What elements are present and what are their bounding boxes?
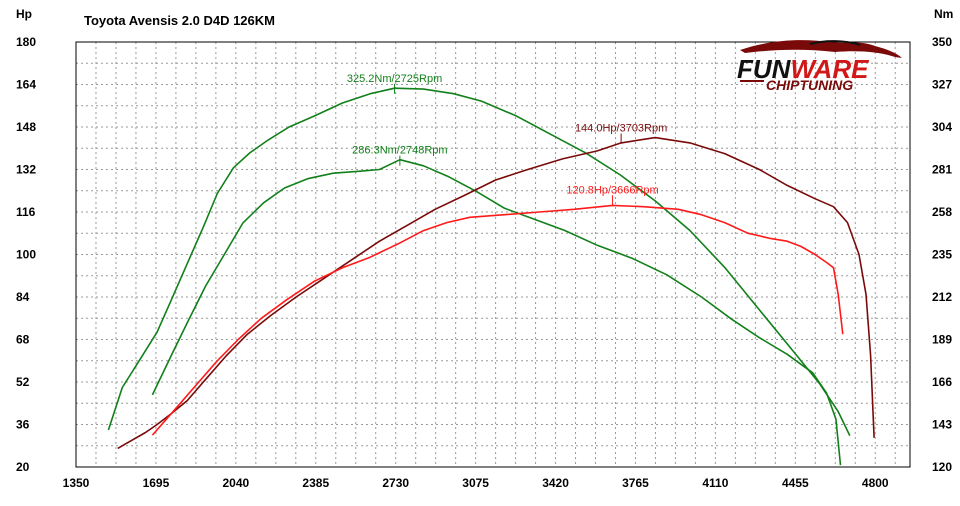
x-tick-label: 4110: [702, 476, 728, 490]
left-y-tick-label: 164: [16, 78, 36, 92]
right-y-tick-label: 166: [932, 375, 952, 389]
left-y-tick-label: 180: [16, 35, 36, 49]
series-line-2: [151, 158, 842, 466]
right-y-tick-label: 143: [932, 418, 952, 432]
left-y-tick-label: 36: [16, 418, 30, 432]
left-y-tick-label: 20: [16, 460, 30, 474]
right-y-tick-label: 281: [932, 163, 952, 177]
left-y-tick-label: 132: [16, 163, 36, 177]
series-line-4: [151, 204, 844, 436]
x-tick-label: 2040: [222, 476, 249, 490]
logo-fun-text: FUN: [737, 54, 792, 84]
logo-text: FUNWARE: [737, 54, 869, 84]
right-axis-unit: Nm: [934, 7, 953, 21]
right-y-tick-label: 212: [932, 290, 952, 304]
right-y-tick-label: 189: [932, 333, 952, 347]
peak-annotations: 325.2Nm/2725Rpm 286.3Nm/2748Rpm 144.0Hp/37…: [347, 73, 667, 206]
right-y-tick-label: 258: [932, 205, 952, 219]
peak-label-4: 120.8Hp/3666Rpm: [566, 184, 658, 196]
peak-label-1: 325.2Nm/2725Rpm: [347, 73, 442, 85]
x-tick-label: 3420: [542, 476, 569, 490]
x-tick-label: 4800: [862, 476, 889, 490]
logo-ware-text: WARE: [790, 54, 869, 84]
x-tick-label: 1350: [63, 476, 90, 490]
plot-frame: [75, 41, 911, 468]
chart-title: Toyota Avensis 2.0 D4D 126KM: [84, 13, 275, 28]
left-y-tick-label: 148: [16, 120, 36, 134]
x-tick-label: 3075: [462, 476, 489, 490]
right-y-tick-label: 120: [932, 460, 952, 474]
logo-tagline: CHIPTUNING: [766, 77, 853, 93]
axis-ticks: 1350 1695 2040 2385 2730 3075 3420 3765 4110 4455…: [16, 35, 952, 490]
right-y-tick-label: 327: [932, 78, 952, 92]
right-y-tick-label: 304: [932, 120, 952, 134]
series-lines: [107, 87, 875, 466]
series-line-3: [117, 136, 875, 450]
left-y-tick-label: 84: [16, 290, 30, 304]
x-tick-label: 2385: [302, 476, 329, 490]
left-y-tick-label: 52: [16, 375, 30, 389]
right-y-tick-label: 235: [932, 248, 952, 262]
car-silhouette-icon: [740, 40, 902, 58]
left-y-tick-label: 68: [16, 333, 30, 347]
x-tick-label: 4455: [782, 476, 809, 490]
x-tick-label: 3765: [622, 476, 649, 490]
x-tick-label: 2730: [382, 476, 409, 490]
left-axis-unit: Hp: [16, 7, 32, 21]
x-tick-label: 1695: [143, 476, 170, 490]
right-y-tick-label: 350: [932, 35, 952, 49]
funware-logo: FUNWARE CHIPTUNING: [737, 40, 902, 93]
peak-label-2: 286.3Nm/2748Rpm: [352, 145, 447, 157]
left-y-tick-label: 100: [16, 248, 36, 262]
left-y-tick-label: 116: [16, 205, 36, 219]
peak-label-3: 144.0Hp/3703Rpm: [575, 123, 667, 135]
